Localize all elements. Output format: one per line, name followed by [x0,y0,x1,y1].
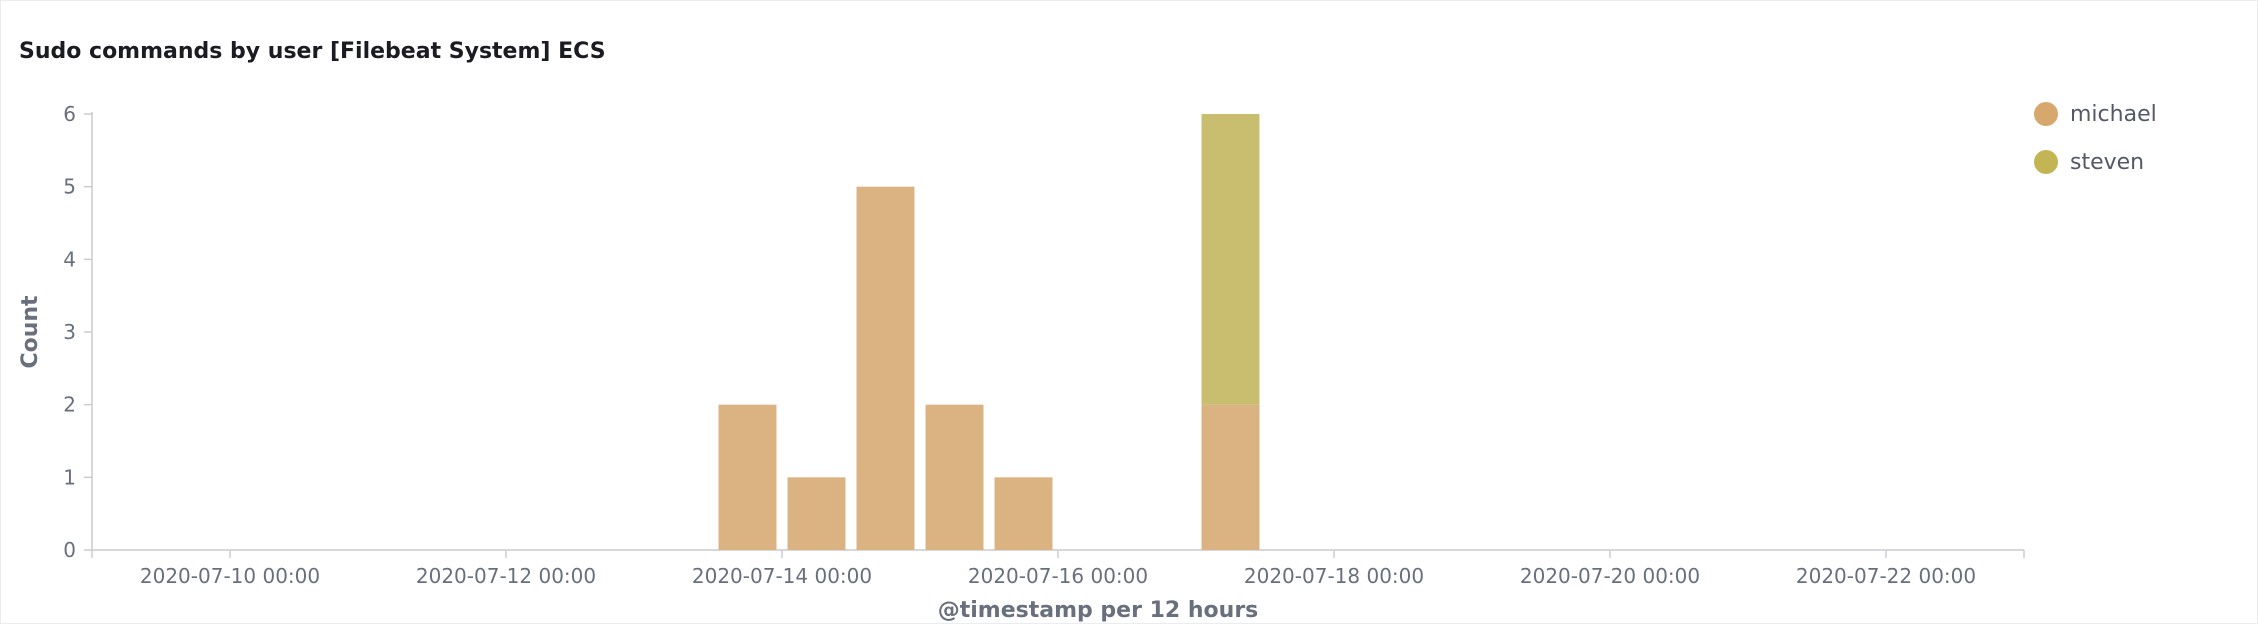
bar-michael[interactable] [856,186,915,550]
x-axis-title: @timestamp per 12 hours [938,598,1259,623]
bar-michael[interactable] [925,404,984,550]
legend-label: michael [2070,101,2157,127]
y-tick-label: 6 [63,102,76,126]
x-tick-label: 2020-07-20 00:00 [1520,564,1700,588]
legend-label: steven [2070,149,2145,175]
x-tick-label: 2020-07-10 00:00 [140,564,320,588]
y-tick-label: 3 [63,320,76,344]
chart-legend: michael steven [2034,102,2157,198]
y-tick-label: 1 [63,465,76,489]
y-tick-label: 4 [63,247,76,271]
bar-michael[interactable] [718,404,777,550]
bar-michael[interactable] [994,477,1053,550]
x-tick-label: 2020-07-18 00:00 [1244,564,1424,588]
y-tick-label: 2 [63,393,76,417]
legend-item-michael[interactable]: michael [2034,101,2157,127]
y-tick-label: 5 [63,175,76,199]
panel-title: Sudo commands by user [Filebeat System] … [19,39,606,64]
x-tick-label: 2020-07-14 00:00 [692,564,872,588]
bar-michael[interactable] [787,477,846,550]
bar-michael[interactable] [1201,404,1260,550]
bar-steven[interactable] [1201,114,1260,405]
legend-color-dot [2034,150,2058,174]
legend-item-steven[interactable]: steven [2034,149,2157,175]
x-tick-label: 2020-07-12 00:00 [416,564,596,588]
x-tick-label: 2020-07-16 00:00 [968,564,1148,588]
y-tick-label: 0 [63,538,76,562]
x-tick-label: 2020-07-22 00:00 [1796,564,1976,588]
legend-color-dot [2034,102,2058,126]
y-axis-title: Count [18,295,43,369]
